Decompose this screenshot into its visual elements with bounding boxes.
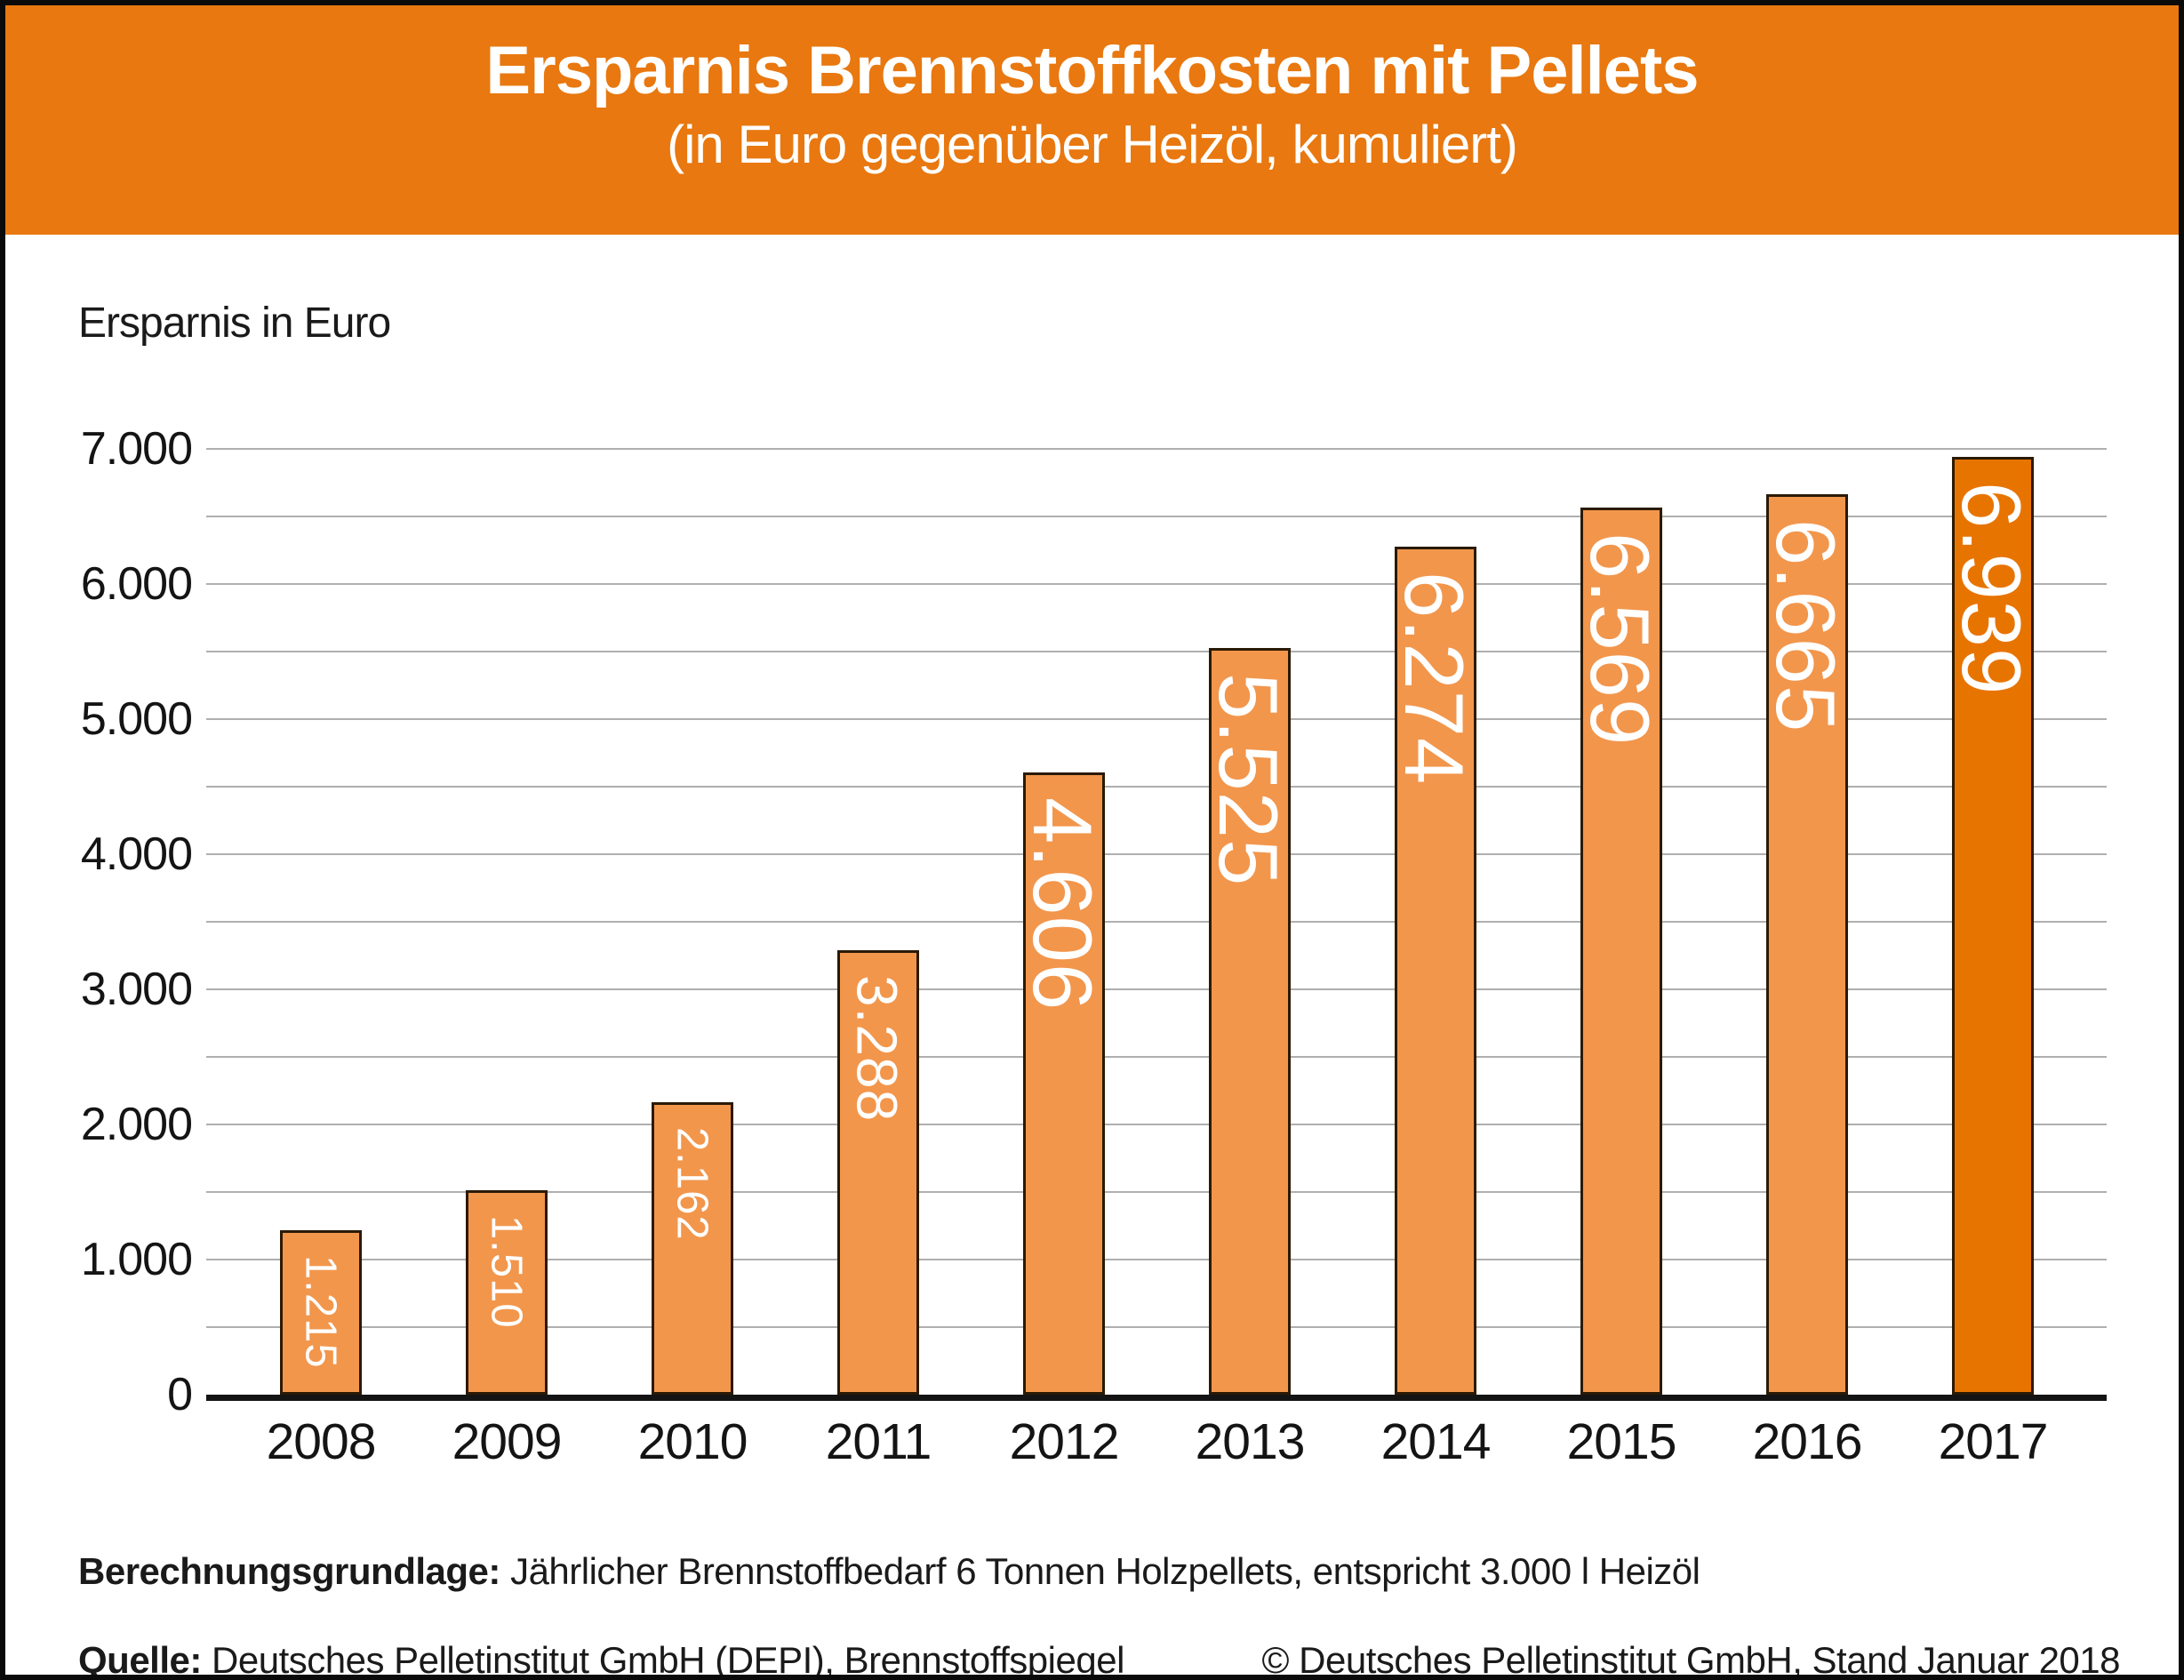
y-tick-label: 7.000 <box>80 423 193 475</box>
calculation-basis-note: Berechnungsgrundlage: Jährlicher Brennst… <box>78 1550 1700 1593</box>
gridline <box>206 853 2107 855</box>
x-tick-label: 2016 <box>1752 1413 1863 1470</box>
calculation-basis-label: Berechnungsgrundlage: <box>78 1550 500 1592</box>
bar-value-label: 6.569 <box>1573 532 1668 746</box>
bar-value-label: 1.510 <box>482 1215 531 1330</box>
bar <box>1766 493 1848 1395</box>
bar <box>1580 507 1662 1395</box>
bar <box>1209 648 1291 1395</box>
bar-value-label: 6.939 <box>1945 482 2039 696</box>
source-text: Deutsches Pelletinstitut GmbH (DEPI), Br… <box>212 1639 1124 1680</box>
gridline <box>206 786 2107 788</box>
x-tick-label: 2008 <box>266 1413 377 1470</box>
y-tick-label: 1.000 <box>80 1234 193 1285</box>
gridline <box>206 718 2107 720</box>
x-tick-label: 2014 <box>1380 1413 1492 1470</box>
source-note: Quelle: Deutsches Pelletinstitut GmbH (D… <box>78 1639 1124 1680</box>
bar-value-label: 4.606 <box>1016 796 1110 1012</box>
bar <box>652 1102 733 1395</box>
calculation-basis-text: Jährlicher Brennstoffbedarf 6 Tonnen Hol… <box>510 1550 1700 1592</box>
gridline <box>206 448 2107 450</box>
x-tick-label: 2012 <box>1009 1413 1120 1470</box>
x-tick-label: 2010 <box>637 1413 748 1470</box>
x-tick-label: 2013 <box>1195 1413 1306 1470</box>
x-tick-label: 2011 <box>825 1413 932 1470</box>
gridline <box>206 583 2107 585</box>
gridline <box>206 1259 2107 1260</box>
bar <box>1395 547 1476 1395</box>
copyright-note: © Deutsches Pelletinstitut GmbH, Stand J… <box>1261 1639 2121 1680</box>
gridline <box>206 921 2107 923</box>
y-tick-label: 6.000 <box>80 558 193 610</box>
y-tick-label: 4.000 <box>80 828 193 880</box>
bar-value-label: 6.274 <box>1388 572 1482 786</box>
gridline <box>206 1056 2107 1058</box>
bar-value-label: 3.288 <box>844 975 909 1123</box>
gridline <box>206 516 2107 517</box>
y-axis-title: Ersparnis in Euro <box>78 300 391 347</box>
gridline <box>206 1191 2107 1193</box>
bar <box>280 1230 362 1395</box>
y-tick-label: 2.000 <box>80 1099 193 1150</box>
gridline <box>206 1124 2107 1125</box>
plot-area: 0 1.000 2.000 3.000 4.000 5.000 6.000 7.000 1.21… <box>5 5 2179 1675</box>
bar <box>1023 772 1105 1395</box>
y-tick-label: 5.000 <box>80 693 193 745</box>
bar <box>837 950 919 1395</box>
bar-value-label: 1.215 <box>296 1255 345 1369</box>
gridline <box>206 651 2107 652</box>
bar <box>1952 457 2034 1395</box>
gridline <box>206 988 2107 990</box>
x-axis-line <box>206 1395 2107 1401</box>
bar <box>466 1190 548 1395</box>
x-tick-label: 2009 <box>452 1413 563 1470</box>
gridline <box>206 1326 2107 1328</box>
bar-value-label: 6.665 <box>1759 518 1853 733</box>
y-tick-label: 3.000 <box>80 964 193 1015</box>
y-tick-label: 0 <box>167 1369 193 1420</box>
bar-value-label: 5.525 <box>1202 673 1296 887</box>
bar-value-label: 2.162 <box>668 1127 716 1241</box>
header-banner: Ersparnis Brennstoffkosten mit Pellets (… <box>5 5 2179 235</box>
chart-title: Ersparnis Brennstoffkosten mit Pellets <box>485 33 1699 108</box>
x-tick-label: 2017 <box>1938 1413 2049 1470</box>
source-label: Quelle: <box>78 1639 202 1680</box>
x-tick-label: 2015 <box>1566 1413 1677 1470</box>
chart-subtitle: (in Euro gegenüber Heizöl, kumuliert) <box>667 114 1518 174</box>
